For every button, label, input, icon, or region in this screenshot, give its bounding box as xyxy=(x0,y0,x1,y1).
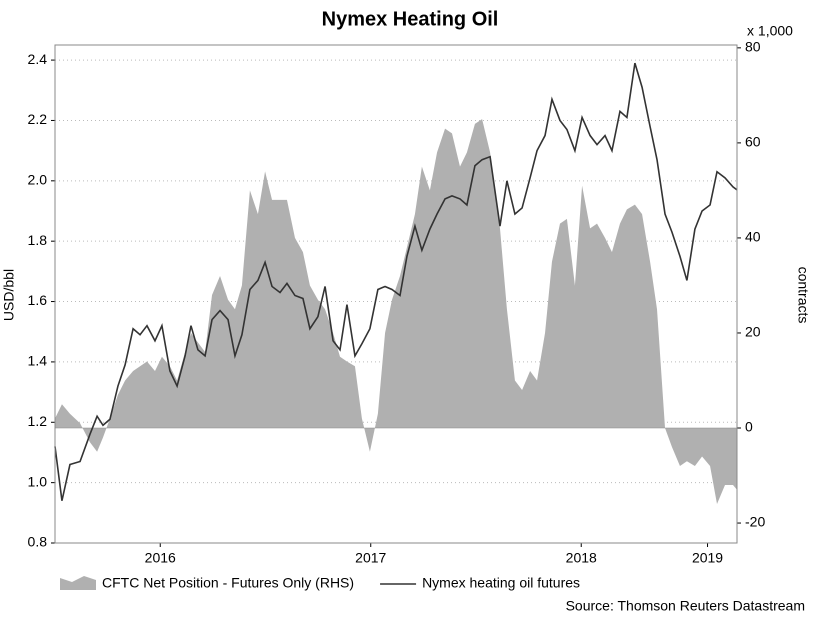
x-tick-label: 2018 xyxy=(566,550,597,566)
y2-tick-label: 20 xyxy=(745,324,761,340)
y2-tick-label: 0 xyxy=(745,419,753,435)
line xyxy=(54,62,738,501)
source: Source: Thomson Reuters Datastream xyxy=(566,598,805,614)
y-tick-label: 2.4 xyxy=(28,51,48,67)
area xyxy=(55,119,737,505)
legend-label: Nymex heating oil futures xyxy=(422,575,580,591)
chart-title: Nymex Heating Oil xyxy=(322,8,499,30)
y-tick-label: 1.4 xyxy=(28,353,48,369)
y2-tick-label: 80 xyxy=(745,39,761,55)
y-tick-label: 1.8 xyxy=(28,232,48,248)
legend-swatch xyxy=(60,576,96,590)
y2-tick-label: 40 xyxy=(745,229,761,245)
y-tick-label: 1.6 xyxy=(28,292,48,308)
y2-axis-label: contracts xyxy=(795,267,811,324)
y2-tick-label: -20 xyxy=(745,514,765,530)
x-tick-label: 2019 xyxy=(692,550,723,566)
y2-unit: x 1,000 xyxy=(747,23,793,39)
x-tick-label: 2016 xyxy=(145,550,176,566)
y-tick-label: 1.0 xyxy=(28,473,48,489)
x-tick-label: 2017 xyxy=(355,550,386,566)
y-tick-label: 1.2 xyxy=(28,413,48,429)
y-tick-label: 2.0 xyxy=(28,172,48,188)
y-tick-label: 0.8 xyxy=(28,534,48,550)
y-axis-label: USD/bbl xyxy=(1,269,17,321)
y-tick-label: 2.2 xyxy=(28,111,48,127)
y2-tick-label: 60 xyxy=(745,134,761,150)
legend-label: CFTC Net Position - Futures Only (RHS) xyxy=(102,575,354,591)
plot-frame xyxy=(54,44,738,544)
